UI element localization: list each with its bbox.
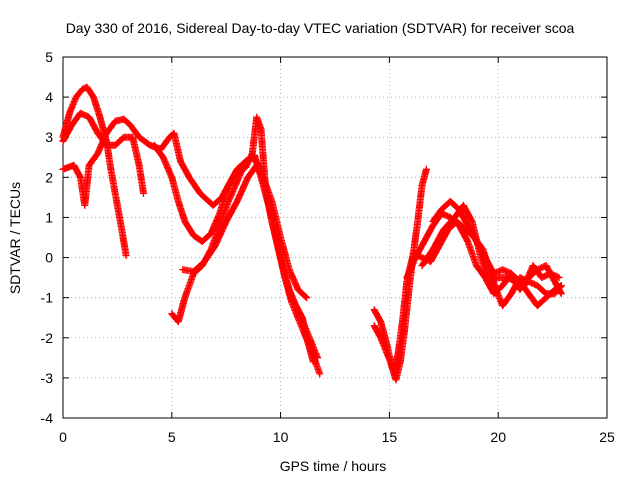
x-tick-label: 0 — [59, 429, 67, 445]
y-tick-label: 1 — [45, 209, 53, 225]
series-track-f — [179, 161, 311, 302]
y-tick-label: 2 — [45, 169, 53, 185]
y-tick-label: 4 — [45, 89, 53, 105]
x-tick-label: 10 — [273, 429, 289, 445]
plot-border — [62, 56, 608, 419]
x-tick-label: 20 — [490, 429, 506, 445]
series-markers — [179, 161, 311, 302]
x-axis-label: GPS time / hours — [280, 458, 387, 474]
series-markers — [429, 197, 565, 298]
y-tick-label: -2 — [41, 330, 54, 346]
y-tick-label: -3 — [41, 370, 54, 386]
y-tick-label: 5 — [45, 49, 53, 65]
y-axis-label: SDTVAR / TECUs — [7, 182, 23, 294]
data-series — [59, 83, 565, 384]
y-tick-label: -4 — [41, 410, 54, 426]
y-tick-label: 3 — [45, 129, 53, 145]
series-markers — [59, 83, 130, 260]
series-track-k — [429, 197, 565, 298]
grid-lines — [63, 57, 607, 418]
x-tick-label: 25 — [599, 429, 615, 445]
axes — [62, 56, 608, 419]
y-tick-label: 0 — [45, 250, 53, 266]
tick-labels: 0 5 10 15 20 25 -4 -3 -2 -1 0 1 2 3 4 5 — [41, 49, 615, 445]
x-tick-label: 5 — [168, 429, 176, 445]
series-track-a — [59, 83, 130, 260]
chart-title: Day 330 of 2016, Sidereal Day-to-day VTE… — [66, 20, 575, 36]
y-tick-label: -1 — [41, 290, 54, 306]
x-tick-label: 15 — [382, 429, 398, 445]
